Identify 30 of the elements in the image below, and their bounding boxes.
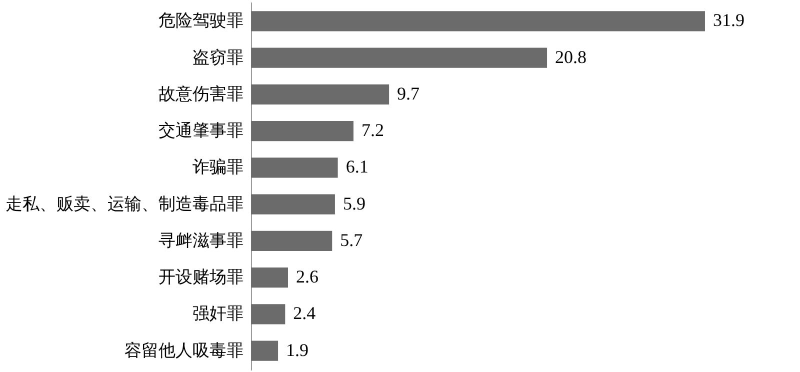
y-tick-label: 交通肇事罪	[158, 121, 244, 142]
data-label: 9.7	[397, 83, 420, 104]
data-label: 2.6	[296, 266, 319, 287]
data-label: 1.9	[286, 340, 309, 360]
y-tick-label: 故意伤害罪	[158, 84, 244, 104]
bar	[251, 194, 335, 214]
bar	[251, 48, 548, 68]
y-tick-label: 走私、贩卖、运输、制造毒品罪	[6, 194, 244, 214]
data-label: 5.7	[340, 230, 363, 250]
y-tick-label: 盗窃罪	[192, 48, 244, 68]
data-label: 31.9	[713, 10, 744, 30]
data-label: 5.9	[342, 193, 366, 214]
y-tick-label: 危险驾驶罪	[158, 11, 244, 32]
y-tick-label: 强奸罪	[192, 304, 244, 324]
data-label: 6.1	[346, 156, 368, 177]
data-label: 20.8	[555, 46, 587, 67]
y-tick-label: 诈骗罪	[192, 158, 244, 178]
bar	[251, 340, 278, 361]
bar	[251, 267, 288, 288]
bar	[251, 121, 354, 142]
bar	[251, 230, 332, 251]
y-tick-label: 开设赌场罪	[158, 268, 244, 288]
data-label: 7.2	[361, 120, 384, 140]
y-tick-label: 容留他人吸毒罪	[124, 340, 244, 361]
bar	[251, 304, 286, 324]
bar	[251, 84, 390, 105]
data-label: 2.4	[293, 303, 316, 324]
y-tick-label: 寻衅滋事罪	[158, 230, 244, 251]
bar	[251, 11, 705, 32]
bar	[251, 158, 338, 178]
